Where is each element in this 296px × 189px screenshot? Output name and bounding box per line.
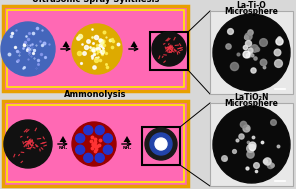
Text: LaTiO₂N: LaTiO₂N [234,93,269,102]
Bar [210,11,293,94]
Circle shape [213,14,290,91]
Circle shape [103,134,112,143]
Circle shape [76,134,85,143]
Polygon shape [123,136,131,142]
Circle shape [152,32,186,66]
Circle shape [145,128,177,160]
Circle shape [95,153,104,162]
Bar [210,103,293,186]
Bar [7,10,184,87]
Bar [142,127,180,165]
Text: Ammonolysis: Ammonolysis [64,90,127,99]
Bar [3,6,188,91]
Circle shape [103,145,112,154]
Circle shape [72,122,116,166]
Circle shape [150,133,172,155]
Bar [3,101,188,186]
Circle shape [95,126,104,135]
Circle shape [1,22,55,76]
Polygon shape [131,41,138,47]
Polygon shape [62,41,70,47]
Text: Microsphere: Microsphere [225,99,279,108]
Text: La-Ti-O: La-Ti-O [237,1,266,10]
Text: NH₃: NH₃ [58,146,67,150]
Circle shape [213,106,290,183]
Circle shape [155,138,167,150]
Circle shape [4,120,52,168]
Polygon shape [59,136,67,142]
Bar [150,32,188,70]
Text: NH₃: NH₃ [123,146,131,150]
Circle shape [84,126,93,135]
Text: Microsphere: Microsphere [225,7,279,16]
Circle shape [84,153,93,162]
Text: Ultrasonic Spray Synthesis: Ultrasonic Spray Synthesis [32,0,159,4]
Circle shape [72,24,122,74]
Circle shape [76,145,85,154]
Bar [7,105,184,182]
